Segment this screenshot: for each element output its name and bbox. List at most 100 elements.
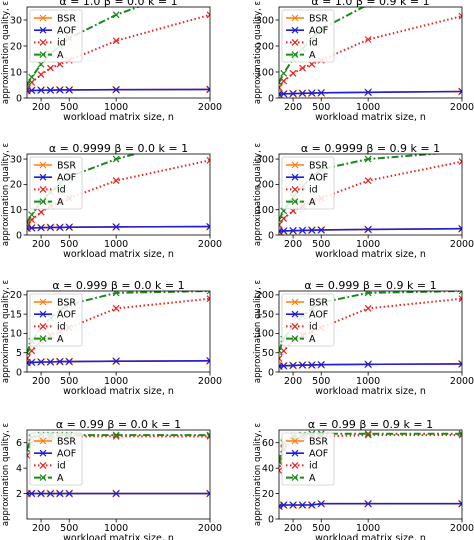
data-point-aof bbox=[47, 86, 54, 94]
x-axis-label: workload matrix size, n bbox=[63, 533, 174, 540]
plot-frame bbox=[26, 429, 211, 520]
data-point-id bbox=[289, 69, 297, 77]
data-point-id bbox=[206, 11, 210, 19]
x-tick-label: 500 bbox=[312, 523, 330, 534]
data-point-a bbox=[458, 154, 461, 155]
y-axis-label: approximation quality, ε bbox=[253, 1, 263, 105]
data-point-a bbox=[112, 155, 120, 163]
x-tick-label: 1000 bbox=[104, 102, 128, 113]
y-tick-label: 40 bbox=[262, 463, 274, 474]
legend-label-a: A bbox=[309, 473, 316, 484]
data-point-aof bbox=[47, 223, 54, 231]
x-tick-label: 200 bbox=[32, 102, 50, 113]
plot-frame bbox=[278, 153, 463, 236]
data-point-a bbox=[28, 211, 36, 219]
legend-label-a: A bbox=[309, 197, 316, 208]
data-point-aof bbox=[206, 223, 210, 231]
data-point-a bbox=[279, 78, 283, 86]
data-point-aof bbox=[299, 501, 306, 509]
data-point-aof bbox=[112, 223, 120, 231]
data-point-id bbox=[37, 71, 45, 79]
y-tick-label: 0 bbox=[268, 230, 274, 241]
x-tick-label: 2000 bbox=[198, 239, 222, 250]
data-point-aof bbox=[364, 226, 372, 233]
data-point-aof bbox=[317, 226, 325, 234]
x-tick-label: 1000 bbox=[356, 239, 380, 250]
x-tick-label: 500 bbox=[60, 523, 78, 534]
data-point-aof bbox=[112, 86, 120, 94]
data-point-aof bbox=[206, 85, 210, 93]
legend-label-a: A bbox=[309, 50, 316, 61]
series-line-aof bbox=[27, 359, 210, 364]
data-point-a bbox=[364, 291, 372, 297]
x-tick-label: 2000 bbox=[450, 102, 474, 113]
data-point-aof bbox=[299, 361, 306, 369]
data-point-aof bbox=[280, 227, 288, 235]
data-point-a bbox=[458, 430, 462, 438]
data-point-id bbox=[28, 347, 36, 355]
data-point-aof bbox=[280, 362, 288, 370]
data-point-aof bbox=[364, 500, 372, 508]
y-axis-label: approximation quality, ε bbox=[1, 423, 11, 527]
data-point-aof bbox=[364, 88, 372, 96]
legend-label-bsr: BSR bbox=[57, 160, 76, 171]
y-tick-label: 20 bbox=[10, 180, 22, 191]
legend-label-a: A bbox=[57, 50, 64, 61]
series-line-id bbox=[27, 13, 210, 90]
legend-label-id: id bbox=[57, 322, 66, 333]
plot-frame bbox=[278, 290, 463, 373]
legend-box bbox=[29, 156, 83, 210]
data-point-id bbox=[206, 295, 210, 303]
data-point-aof bbox=[308, 89, 316, 97]
data-point-aof bbox=[299, 89, 306, 97]
data-point-a bbox=[279, 458, 283, 466]
y-tick-label: 4 bbox=[16, 463, 22, 474]
legend-marker-aof bbox=[39, 26, 47, 34]
x-tick-label: 1000 bbox=[104, 523, 128, 534]
data-point-aof bbox=[56, 358, 64, 366]
x-tick-label: 1000 bbox=[356, 523, 380, 534]
data-point-aof bbox=[289, 227, 297, 235]
chart-title: α = 0.99 β = 0.9 k = 1 bbox=[308, 418, 433, 431]
x-tick-label: 500 bbox=[60, 376, 78, 387]
data-point-a bbox=[112, 291, 120, 297]
legend-label-id: id bbox=[309, 322, 318, 333]
data-point-id bbox=[364, 36, 372, 43]
legend-label-aof: AOF bbox=[57, 449, 76, 460]
legend-marker-a bbox=[39, 198, 47, 206]
legend-marker-bsr bbox=[291, 14, 299, 22]
data-point-aof bbox=[317, 89, 325, 97]
data-point-a bbox=[364, 155, 372, 163]
legend-marker-aof bbox=[39, 449, 47, 457]
series-line-id bbox=[27, 297, 210, 360]
data-point-aof bbox=[308, 226, 316, 234]
x-tick-label: 2000 bbox=[198, 523, 222, 534]
y-tick-label: 300 bbox=[256, 15, 274, 26]
legend-label-a: A bbox=[57, 197, 64, 208]
x-tick-label: 500 bbox=[312, 376, 330, 387]
chart-panel-3: α = 0.9999 β = 0.0 k = 1 200 500 1000 2000 0 1… bbox=[1, 142, 222, 260]
data-point-aof bbox=[364, 360, 372, 368]
data-point-aof bbox=[308, 361, 316, 369]
legend-marker-a bbox=[39, 51, 47, 59]
y-tick-label: 10 bbox=[10, 205, 22, 216]
data-point-aof bbox=[206, 490, 210, 497]
legend-label-id: id bbox=[57, 461, 66, 472]
chart-title: α = 0.999 β = 0.0 k = 1 bbox=[52, 279, 184, 292]
x-tick-label: 1000 bbox=[104, 376, 128, 387]
y-tick-label: 6 bbox=[16, 438, 22, 449]
chart-panel-6: α = 0.999 β = 0.9 k = 1 200 500 1000 2000 0 50… bbox=[253, 279, 474, 397]
chart-title: α = 1.0 β = 0.9 k = 1 bbox=[311, 0, 429, 8]
x-tick-label: 200 bbox=[284, 376, 302, 387]
legend-label-aof: AOF bbox=[57, 310, 76, 321]
legend-label-aof: AOF bbox=[57, 173, 76, 184]
data-point-id bbox=[279, 355, 283, 362]
legend-label-a: A bbox=[57, 334, 64, 345]
y-tick-label: 20 bbox=[262, 489, 274, 500]
data-point-aof bbox=[37, 490, 45, 497]
y-tick-label: 300 bbox=[256, 154, 274, 165]
